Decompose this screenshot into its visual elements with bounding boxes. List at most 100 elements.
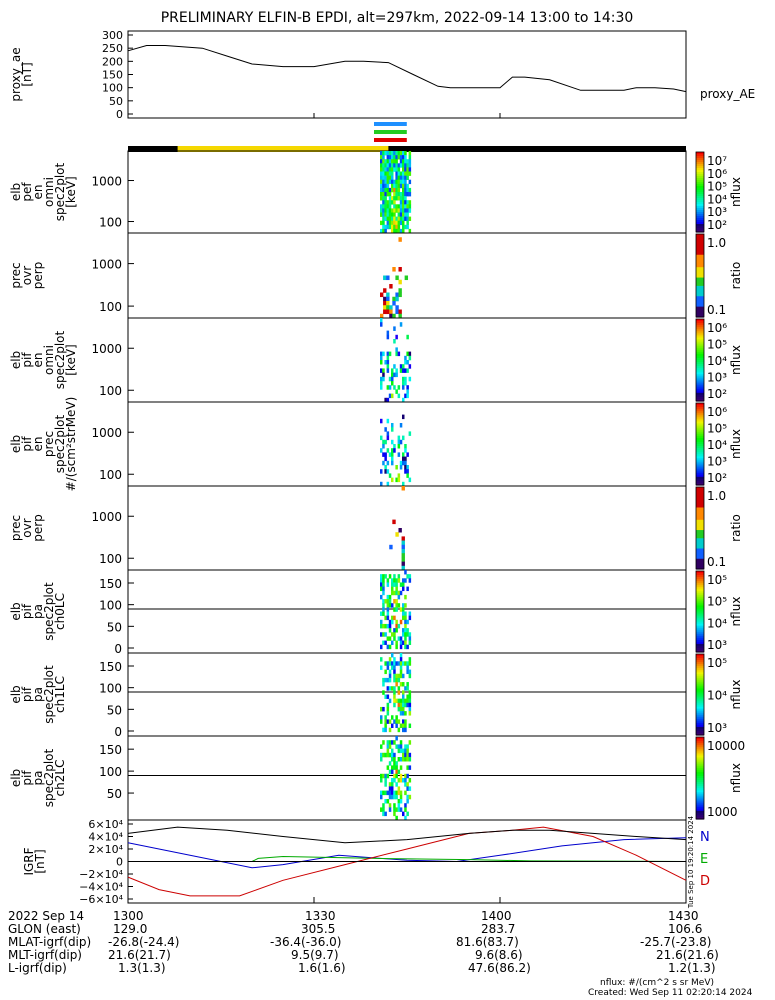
spectrogram-pixel [402, 228, 405, 234]
spectrogram-pixel [395, 723, 398, 728]
spectrogram-pixel [388, 167, 392, 172]
spectrogram-pixel [399, 208, 403, 213]
footer-value: 47.6(86.2) [468, 961, 531, 975]
spectrogram-pixel [391, 778, 394, 783]
spectrogram-pixel [380, 196, 383, 201]
spectrogram-pixel [398, 528, 402, 533]
spectrogram-pixel [388, 636, 392, 641]
spectrogram-pixel [393, 803, 396, 808]
colorbar-tick-label: 10³ [707, 371, 727, 385]
colorbar-segment [696, 714, 704, 718]
colorbar-segment [696, 611, 704, 615]
spectrogram-pixel [404, 711, 407, 716]
spectrogram-pixel [391, 423, 394, 428]
colorbar-segment [696, 724, 704, 728]
colorbar-segment [696, 384, 704, 388]
spectrogram-pixel [393, 151, 396, 156]
spectrogram-pixel [395, 644, 398, 650]
spectrogram-pixel [393, 778, 396, 783]
spectrogram-pixel [382, 582, 385, 587]
spectrogram-pixel [386, 636, 390, 641]
colorbar-segment [696, 448, 704, 451]
colorbar-segment [696, 489, 704, 492]
spectrogram-pixel [382, 187, 385, 193]
spectrogram-pixel [406, 574, 409, 579]
colorbar-segment [696, 786, 704, 789]
spectrogram-pixel [383, 301, 387, 306]
spectrogram-pixel [380, 586, 383, 592]
spectrogram-pixel [388, 803, 392, 808]
spectrogram-pixel [389, 544, 393, 550]
spectrogram-pixel [386, 305, 390, 310]
spectrogram-pixel [382, 167, 385, 172]
spectrogram-pixel [386, 212, 390, 217]
colorbar-segment [696, 180, 704, 183]
spectrogram-pixel [406, 159, 409, 164]
spectrogram-pixel [386, 431, 390, 436]
spectrogram-pixel [386, 309, 390, 315]
colorbar-segment [696, 629, 704, 633]
spectrogram-pixel [404, 360, 407, 365]
spectrogram-pixel [397, 175, 401, 180]
series-line-proxy_AE [127, 45, 687, 93]
spectrogram-pixel [406, 224, 409, 230]
spectrogram-pixel [402, 452, 405, 457]
colorbar-tick-label: 10³ [707, 638, 727, 652]
spectrogram-pixel [393, 220, 396, 226]
colorbar-segment [696, 468, 704, 472]
colorbar-segment [696, 773, 704, 777]
panels: proxy_ae[nT]300250200150100500proxy_AEel… [9, 29, 755, 909]
colorbar-segment [696, 238, 704, 241]
footer-value: 1.6(1.6) [298, 961, 346, 975]
colorbar-segment [696, 273, 704, 277]
colorbar-segment [696, 656, 704, 659]
colorbar-segment [696, 712, 704, 716]
spectrogram-pixel [386, 448, 390, 453]
colorbar-segment [696, 206, 704, 209]
spectrogram-pixel [388, 376, 392, 382]
spectrogram-pixel [388, 673, 392, 679]
spectrogram-pixel [399, 155, 403, 160]
spectrogram-pixel [386, 334, 390, 340]
colorbar-frame [695, 318, 705, 402]
colorbar-segment [696, 366, 704, 369]
spectrogram-pixel [402, 748, 405, 754]
footer-value: 21.6(21.7) [108, 948, 171, 962]
spectrogram-pixel [402, 719, 405, 724]
spectrogram-pixel [393, 448, 396, 453]
series-line-D [127, 826, 687, 897]
colorbar-segment [696, 694, 704, 698]
spectrogram-pixel [386, 719, 390, 724]
spectrogram-pixel [406, 799, 409, 804]
colorbar-segment [696, 607, 704, 611]
footer-label: MLAT-igrf(dip) [8, 935, 92, 949]
spectrogram-pixel [388, 200, 392, 205]
spectrogram-pixel [386, 187, 390, 193]
spectrogram-pixel [404, 723, 407, 728]
spectrogram-pixel [404, 159, 407, 164]
spectrogram-pixel [388, 208, 392, 213]
axis-label: prec [9, 515, 23, 541]
spectrogram-pixel [386, 744, 390, 749]
axis-label: en [31, 353, 45, 368]
series-line-E [128, 855, 687, 862]
colorbar-segment [696, 564, 704, 568]
spectrogram-pixel [380, 773, 383, 779]
spectrogram-pixel [404, 773, 407, 779]
spectrogram-pixel [391, 187, 394, 193]
spectrogram-pixel [382, 578, 385, 583]
spectrogram-pixel [380, 192, 383, 197]
colorbar-segment [696, 684, 704, 688]
spectrogram-pixel [395, 661, 398, 666]
spectrogram-pixel [406, 216, 409, 221]
spectrogram-pixel [395, 744, 398, 749]
colorbar-segment [696, 202, 704, 205]
spectrogram-pixel [391, 665, 394, 670]
colorbar-segment [696, 802, 704, 806]
y-tick-label: 2×10⁴ [88, 843, 123, 856]
spectrogram-pixel [402, 216, 405, 221]
colorbar-segment [696, 446, 704, 449]
spectrogram-pixel [393, 790, 396, 796]
spectrogram-pixel [393, 661, 396, 666]
colorbar-segment [696, 556, 704, 560]
